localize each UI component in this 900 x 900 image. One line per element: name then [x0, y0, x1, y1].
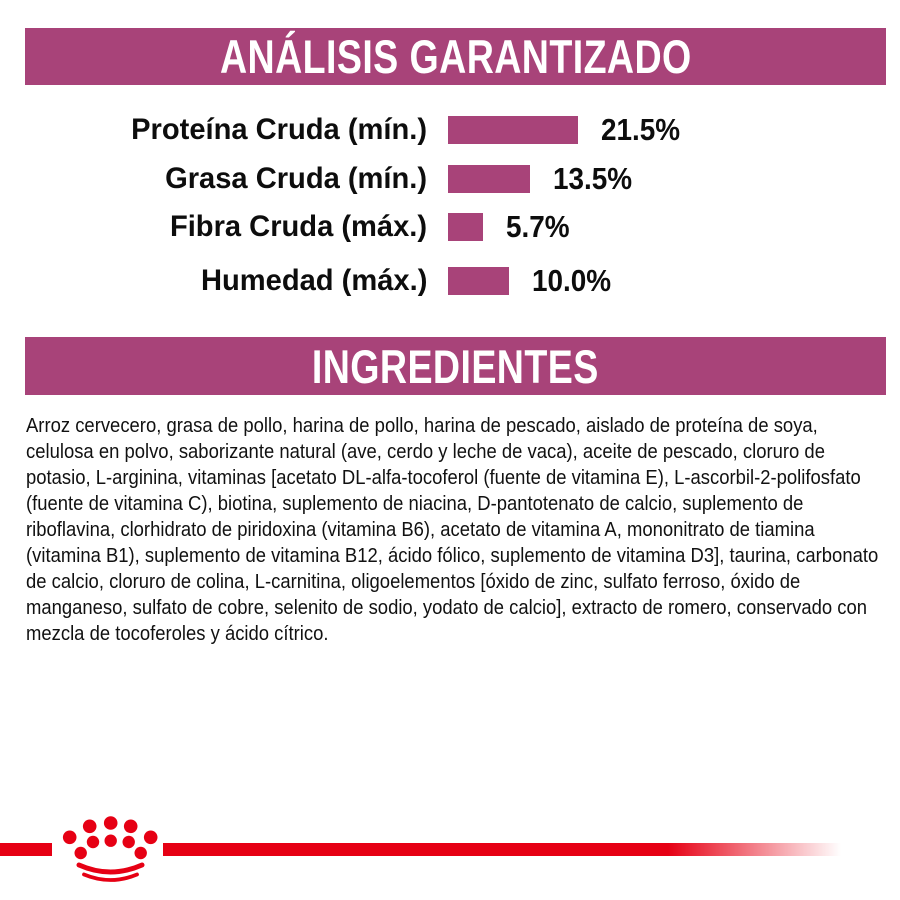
analysis-value: 5.7%	[506, 209, 570, 244]
analysis-row-label: Grasa Cruda (mín.)	[165, 162, 427, 195]
guaranteed-analysis-chart: Proteína Cruda (mín.) 21.5% Grasa Cruda …	[0, 0, 900, 330]
ingredients-banner: INGREDIENTES	[25, 337, 886, 395]
footer-rule-right	[163, 843, 845, 856]
analysis-value: 13.5%	[553, 161, 633, 196]
guaranteed-analysis-title: ANÁLISIS GARANTIZADO	[219, 30, 692, 83]
analysis-row: Humedad (máx.) 10.0%	[0, 263, 900, 298]
ingredients-title: INGREDIENTES	[312, 339, 599, 393]
royal-canin-crown-icon	[62, 816, 158, 882]
ingredients-text: Arroz cervecero, grasa de pollo, harina …	[26, 414, 879, 645]
analysis-bar	[448, 116, 578, 144]
analysis-bar	[448, 165, 530, 193]
footer-rule-left	[0, 843, 52, 856]
analysis-value: 21.5%	[601, 112, 681, 147]
analysis-row-label: Humedad (máx.)	[200, 264, 427, 297]
guaranteed-analysis-banner: ANÁLISIS GARANTIZADO	[25, 28, 886, 85]
analysis-row: Proteína Cruda (mín.) 21.5%	[0, 112, 900, 147]
analysis-bar	[448, 267, 509, 295]
analysis-bar	[448, 213, 483, 241]
analysis-row: Fibra Cruda (máx.) 5.7%	[0, 209, 900, 244]
analysis-row-label: Fibra Cruda (máx.)	[169, 210, 427, 243]
analysis-row-label: Proteína Cruda (mín.)	[131, 113, 427, 146]
analysis-value: 10.0%	[532, 263, 612, 298]
analysis-row: Grasa Cruda (mín.) 13.5%	[0, 161, 900, 196]
